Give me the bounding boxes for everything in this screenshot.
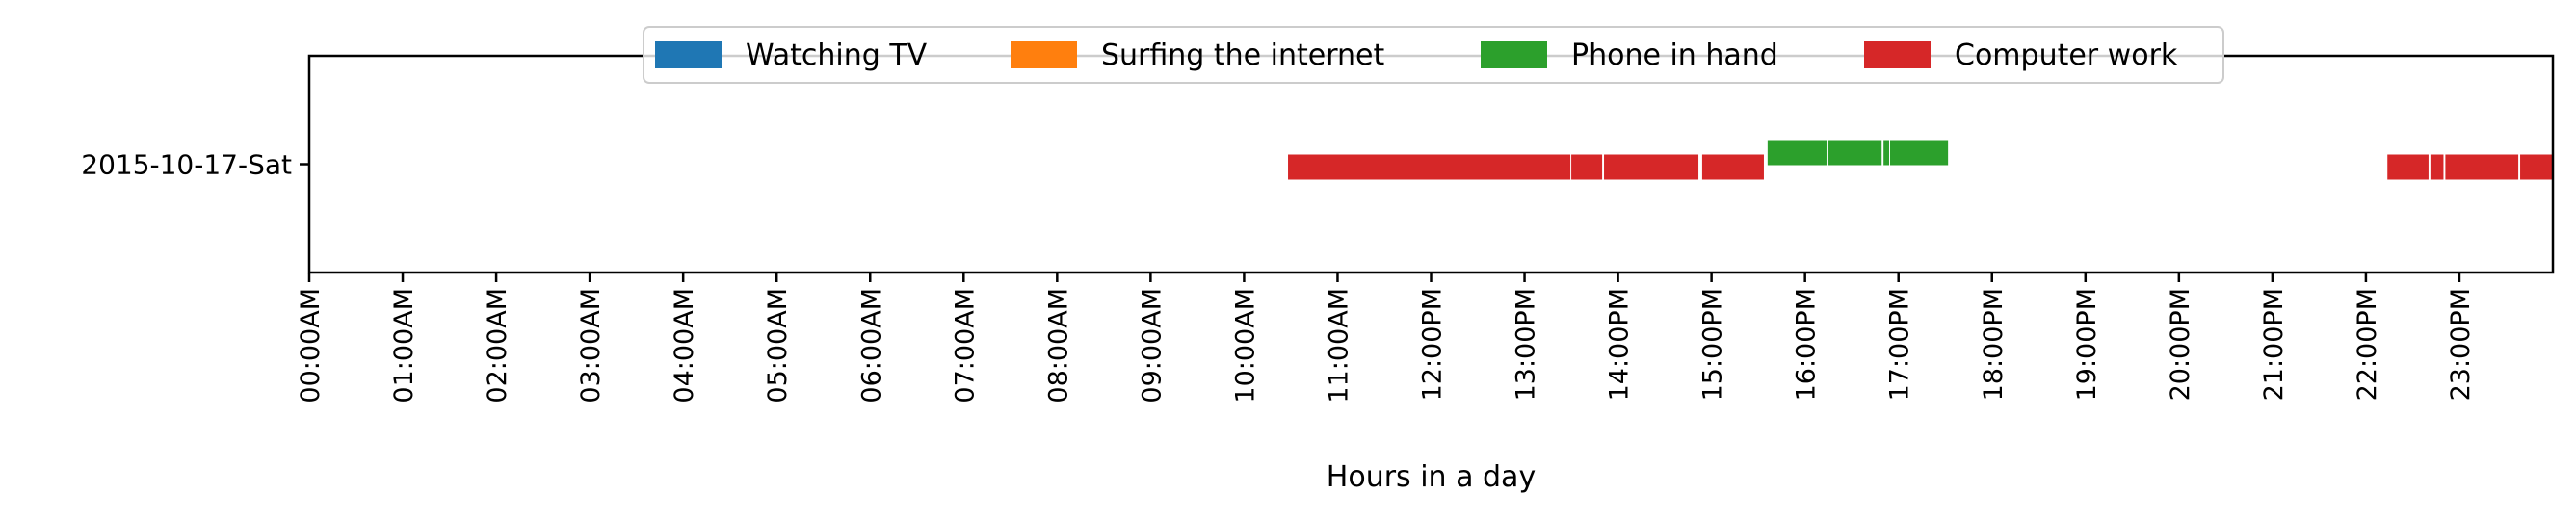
segment-computer-work — [2520, 154, 2553, 180]
x-tick-label: 22:00PM — [2353, 288, 2382, 401]
x-tick-label: 11:00AM — [1324, 288, 1354, 403]
segment-phone-in-hand — [1883, 140, 1890, 166]
segment-computer-work — [2430, 154, 2444, 180]
x-tick-label: 20:00PM — [2166, 288, 2195, 401]
x-axis-label: Hours in a day — [1327, 460, 1536, 494]
legend-frame — [643, 26, 2224, 84]
x-tick-label: 17:00PM — [1885, 288, 1915, 401]
legend-label: Computer work — [1955, 39, 2178, 72]
segment-computer-work — [2387, 154, 2429, 180]
y-axis-ticks: 2015-10-17-Sat — [81, 149, 309, 181]
activity-segments — [1288, 140, 2553, 180]
x-tick-label: 07:00AM — [950, 288, 980, 403]
x-tick-label: 12:00PM — [1418, 288, 1448, 401]
legend-swatch — [1481, 41, 1547, 68]
legend: Watching TV Surfing the internet Phone in … — [643, 26, 2224, 84]
legend-swatch — [655, 41, 722, 68]
x-tick-label: 09:00AM — [1137, 288, 1167, 403]
x-tick-label: 06:00AM — [856, 288, 886, 403]
plot-area: 00:00AM 01:00AM 02:00AM 03:00AM 04:00AM 05:00… — [81, 54, 2555, 494]
x-tick-label: 13:00PM — [1511, 288, 1541, 401]
x-tick-label: 08:00AM — [1043, 288, 1073, 403]
segment-phone-in-hand — [1767, 140, 1827, 166]
x-tick-label: 15:00PM — [1698, 288, 1728, 401]
x-tick-label: 03:00AM — [576, 288, 606, 403]
x-tick-label: 10:00AM — [1230, 288, 1260, 403]
x-tick-label: 01:00AM — [389, 288, 419, 403]
segment-computer-work — [1288, 154, 1571, 180]
segment-phone-in-hand — [1889, 140, 1949, 166]
x-tick-label: 21:00PM — [2259, 288, 2289, 401]
segment-computer-work — [1571, 154, 1603, 180]
segment-computer-work — [1604, 154, 1699, 180]
legend-swatch — [1864, 41, 1931, 68]
x-tick-label: 02:00AM — [483, 288, 513, 403]
x-tick-label: 00:00AM — [296, 288, 326, 403]
x-tick-label: 05:00AM — [763, 288, 793, 403]
x-tick-label: 23:00PM — [2446, 288, 2476, 401]
y-tick-label: 2015-10-17-Sat — [81, 149, 292, 181]
x-axis-ticks: 00:00AM 01:00AM 02:00AM 03:00AM 04:00AM 05:00… — [296, 273, 2476, 403]
segment-computer-work — [2445, 154, 2519, 180]
segment-computer-work — [1701, 154, 1764, 180]
legend-swatch — [1011, 41, 1077, 68]
legend-label: Watching TV — [746, 39, 928, 72]
legend-label: Surfing the internet — [1101, 39, 1384, 72]
segment-phone-in-hand — [1827, 140, 1882, 166]
legend-label: Phone in hand — [1571, 39, 1778, 72]
x-tick-label: 18:00PM — [1979, 288, 2009, 401]
x-tick-label: 19:00PM — [2072, 288, 2102, 401]
x-tick-label: 16:00PM — [1792, 288, 1822, 401]
x-tick-label: 14:00PM — [1605, 288, 1635, 401]
x-tick-label: 04:00AM — [670, 288, 699, 403]
legend-entries: Watching TV Surfing the internet Phone in … — [655, 39, 2178, 72]
